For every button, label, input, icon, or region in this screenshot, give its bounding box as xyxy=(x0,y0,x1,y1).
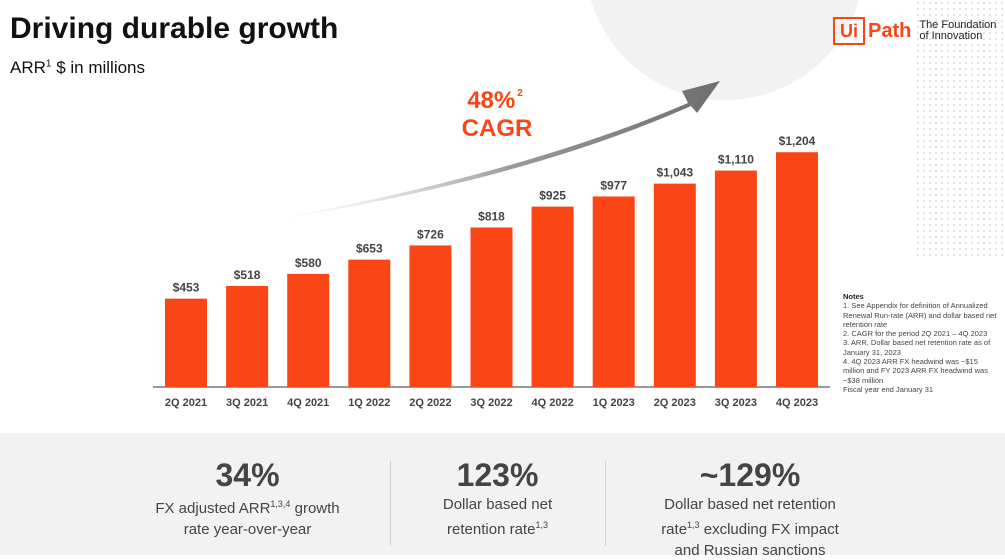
page-title: Driving durable growth xyxy=(10,12,339,45)
bar xyxy=(592,196,635,387)
stat-desc-line: Dollar based net xyxy=(442,496,553,513)
logo-word: Path xyxy=(868,19,912,42)
bar xyxy=(226,285,269,387)
stats-panel: 34% FX adjusted ARR1,3,4 growth rate yea… xyxy=(0,433,1005,559)
bar xyxy=(776,152,818,387)
stat-desc-line: rate year-over-year xyxy=(183,521,312,538)
subtitle-footnote: 1 xyxy=(45,58,52,70)
dot-pattern xyxy=(915,0,1005,260)
stat-divider xyxy=(605,461,606,546)
stat-desc-line: FX adjusted ARR1,3,4 growth xyxy=(155,499,340,517)
bar-value-label: $1,204 xyxy=(779,134,816,148)
bar-group: $453 2Q 2021 $518 3Q 2021 $580 4Q 2021 $653 1Q … xyxy=(165,134,818,409)
notes-heading: Notes xyxy=(843,292,864,301)
logo-tagline-line2: of Innovation xyxy=(919,30,983,42)
bar xyxy=(409,245,452,387)
stat-desc-line: rate1,3 excluding FX impact xyxy=(661,520,839,538)
stat-value: 34% xyxy=(215,457,280,493)
stat-desc-line: and Russian sanctions xyxy=(674,542,826,559)
note-line: 1. See Appendix for definition of Annual… xyxy=(843,301,997,329)
note-line: 3. ARR, Dollar based net retention rate … xyxy=(843,338,991,357)
x-tick-label: 3Q 2021 xyxy=(226,397,268,409)
x-tick-label: 1Q 2023 xyxy=(593,397,635,409)
x-tick-label: 4Q 2022 xyxy=(531,397,573,409)
x-tick-label: 2Q 2023 xyxy=(654,397,696,409)
logo-tagline-line1: The Foundation xyxy=(919,19,997,31)
arr-bar-chart: 48% 2 CAGR $453 2Q 2021 $518 3Q 2021 $580 4Q 2… xyxy=(153,81,830,409)
x-tick-label: 1Q 2022 xyxy=(348,397,390,409)
stat-net-retention: 123% Dollar based net retention rate1,3 xyxy=(400,457,595,539)
stat-value: ~129% xyxy=(699,457,801,493)
note-line: 4. 4Q 2023 ARR FX headwind was ~$15 mill… xyxy=(843,357,988,385)
logo-mark: Ui xyxy=(833,17,865,45)
bar xyxy=(470,227,513,387)
bar-value-label: $1,043 xyxy=(656,166,693,180)
bar xyxy=(531,206,574,387)
stat-fx-arr-growth: 34% FX adjusted ARR1,3,4 growth rate yea… xyxy=(120,457,375,539)
bar xyxy=(714,170,757,387)
subtitle-units: $ in millions xyxy=(51,58,146,77)
bar-value-label: $453 xyxy=(173,281,200,295)
stat-net-retention-ex-fx: ~129% Dollar based net retention rate1,3… xyxy=(620,457,880,560)
x-tick-label: 2Q 2022 xyxy=(409,397,451,409)
bar-value-label: $726 xyxy=(417,227,444,241)
cagr-footnote: 2 xyxy=(517,88,523,99)
bar-value-label: $580 xyxy=(295,256,322,270)
stat-divider xyxy=(390,461,391,546)
stat-value: 123% xyxy=(456,457,539,493)
note-line: Fiscal year end January 31 xyxy=(843,384,934,394)
x-tick-label: 2Q 2021 xyxy=(165,397,207,409)
bar-value-label: $818 xyxy=(478,209,505,223)
bar xyxy=(165,298,207,387)
x-tick-label: 4Q 2021 xyxy=(287,397,329,409)
cagr-value: 48% 2 xyxy=(467,87,523,114)
notes-block: Notes 1. See Appendix for definition of … xyxy=(843,292,998,394)
subtitle-prefix: ARR xyxy=(10,58,46,77)
uipath-logo: Ui Path The Foundation of Innovation xyxy=(833,17,999,45)
bar-value-label: $653 xyxy=(356,242,383,256)
bar-value-label: $1,110 xyxy=(718,153,754,167)
x-tick-label: 3Q 2023 xyxy=(715,397,757,409)
stat-desc-line: retention rate1,3 xyxy=(447,520,548,538)
stat-desc-line: Dollar based net retention xyxy=(664,496,836,513)
cagr-percent: 48% xyxy=(467,87,515,114)
logo-tagline: The Foundation of Innovation xyxy=(919,20,999,42)
note-line: 2. CAGR for the period 2Q 2021 – 4Q 2023 xyxy=(843,329,988,339)
x-tick-label: 4Q 2023 xyxy=(776,397,818,409)
bar xyxy=(653,183,696,387)
bar-value-label: $518 xyxy=(234,268,261,282)
bar-value-label: $925 xyxy=(539,189,566,203)
bar xyxy=(348,259,391,387)
bar xyxy=(287,273,330,387)
cagr-label: CAGR xyxy=(462,115,533,142)
x-tick-label: 3Q 2022 xyxy=(470,397,512,409)
bar-value-label: $977 xyxy=(600,178,627,192)
page-subtitle: ARR1 $ in millions xyxy=(10,58,145,78)
